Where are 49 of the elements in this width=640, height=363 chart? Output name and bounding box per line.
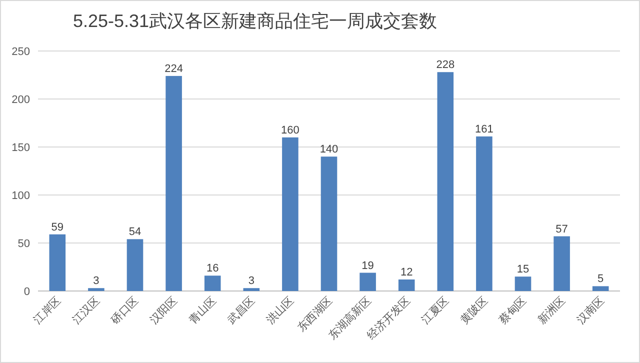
data-label: 19 <box>362 260 374 272</box>
x-tick-label: 洪山区 <box>264 294 296 326</box>
data-label: 57 <box>556 223 568 236</box>
y-tick-label: 50 <box>18 238 30 250</box>
y-tick-label: 250 <box>12 46 30 58</box>
x-tick-label: 蔡甸区 <box>496 294 530 326</box>
x-tick-label: 武昌区 <box>224 294 258 326</box>
y-tick-label: 0 <box>24 286 30 298</box>
data-label: 161 <box>475 123 494 136</box>
bar <box>243 288 260 291</box>
bar <box>476 136 492 291</box>
data-label: 224 <box>164 62 183 75</box>
bar <box>49 234 66 291</box>
bar <box>88 288 104 291</box>
bar <box>204 276 221 291</box>
x-tick-label: 江汉区 <box>70 294 102 326</box>
bar <box>320 156 338 291</box>
x-tick-label: 江夏区 <box>420 294 452 326</box>
x-tick-label: 黄陂区 <box>458 294 490 326</box>
chart-title: 5.25-5.31武汉各区新建商品住宅一周成交套数 <box>72 11 438 31</box>
data-label: 3 <box>93 275 100 288</box>
data-label: 3 <box>248 275 254 288</box>
y-tick-label: 150 <box>12 142 30 154</box>
data-label: 5 <box>598 273 604 286</box>
x-tick-label: 汉南区 <box>574 294 607 326</box>
data-label: 15 <box>516 264 530 276</box>
data-label: 59 <box>51 221 64 234</box>
bar <box>554 236 570 291</box>
bar <box>360 272 376 291</box>
bar <box>592 286 609 291</box>
x-tick-label: 新洲区 <box>535 294 568 326</box>
bar <box>398 279 415 291</box>
bar <box>282 137 298 291</box>
data-label: 160 <box>281 124 300 136</box>
x-tick-label: 汉阳区 <box>148 294 180 326</box>
data-label: 228 <box>436 59 455 72</box>
x-tick-label: 青山区 <box>186 294 219 326</box>
y-tick-label: 200 <box>12 94 30 106</box>
data-label: 12 <box>400 266 413 278</box>
x-tick-label: 硚口区 <box>108 294 142 328</box>
bar <box>437 72 454 291</box>
bar <box>166 76 182 291</box>
y-tick-label: 100 <box>12 190 30 202</box>
data-label: 16 <box>206 262 219 275</box>
data-label: 54 <box>128 226 142 238</box>
bar <box>514 276 532 291</box>
data-label: 140 <box>320 144 338 156</box>
bar <box>126 239 144 291</box>
x-tick-label: 江岸区 <box>30 294 64 326</box>
